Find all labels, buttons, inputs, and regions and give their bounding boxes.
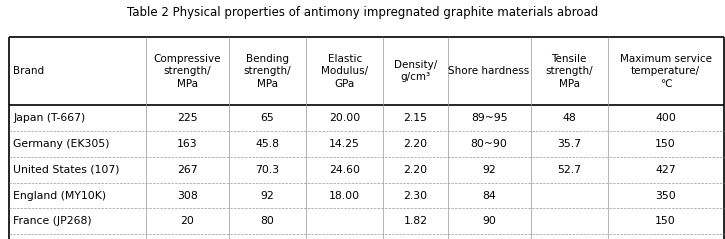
Text: Maximum service
temperature/
℃: Maximum service temperature/ ℃ — [620, 54, 712, 88]
Text: Compressive
strength/
MPa: Compressive strength/ MPa — [154, 54, 221, 88]
Text: 20: 20 — [181, 216, 194, 226]
Text: 308: 308 — [177, 190, 198, 201]
Text: 70.3: 70.3 — [255, 165, 280, 175]
Text: England (MY10K): England (MY10K) — [13, 190, 106, 201]
Text: Shore hardness: Shore hardness — [449, 66, 530, 76]
Text: 92: 92 — [260, 190, 274, 201]
Text: 400: 400 — [655, 113, 676, 123]
Text: Bending
strength/
MPa: Bending strength/ MPa — [244, 54, 291, 88]
Text: 80~90: 80~90 — [471, 139, 508, 149]
Text: 350: 350 — [655, 190, 676, 201]
Text: Brand: Brand — [13, 66, 44, 76]
Text: 18.00: 18.00 — [329, 190, 360, 201]
Text: Elastic
Modulus/
GPa: Elastic Modulus/ GPa — [321, 54, 368, 88]
Text: 35.7: 35.7 — [557, 139, 581, 149]
Text: France (JP268): France (JP268) — [13, 216, 91, 226]
Text: 65: 65 — [260, 113, 274, 123]
Text: 427: 427 — [655, 165, 676, 175]
Text: 52.7: 52.7 — [557, 165, 581, 175]
Text: 2.15: 2.15 — [403, 113, 428, 123]
Text: 24.60: 24.60 — [329, 165, 360, 175]
Text: 225: 225 — [177, 113, 198, 123]
Text: 1.82: 1.82 — [403, 216, 428, 226]
Text: 80: 80 — [260, 216, 275, 226]
Text: 267: 267 — [177, 165, 198, 175]
Text: 90: 90 — [482, 216, 496, 226]
Text: Japan (T-667): Japan (T-667) — [13, 113, 86, 123]
Text: 89~95: 89~95 — [471, 113, 508, 123]
Text: 20.00: 20.00 — [329, 113, 360, 123]
Text: 150: 150 — [655, 216, 676, 226]
Text: 150: 150 — [655, 139, 676, 149]
Text: 84: 84 — [482, 190, 496, 201]
Text: 48: 48 — [563, 113, 576, 123]
Text: 92: 92 — [482, 165, 496, 175]
Text: Germany (EK305): Germany (EK305) — [13, 139, 109, 149]
Text: 2.20: 2.20 — [403, 139, 428, 149]
Text: 45.8: 45.8 — [255, 139, 279, 149]
Text: 2.20: 2.20 — [403, 165, 428, 175]
Text: 163: 163 — [177, 139, 198, 149]
Text: Table 2 Physical properties of antimony impregnated graphite materials abroad: Table 2 Physical properties of antimony … — [127, 6, 598, 19]
Text: United States (107): United States (107) — [13, 165, 120, 175]
Text: Density/
g/cm³: Density/ g/cm³ — [394, 60, 437, 82]
Text: 14.25: 14.25 — [329, 139, 360, 149]
Text: Tensile
strength/
MPa: Tensile strength/ MPa — [545, 54, 593, 88]
Text: 2.30: 2.30 — [403, 190, 428, 201]
